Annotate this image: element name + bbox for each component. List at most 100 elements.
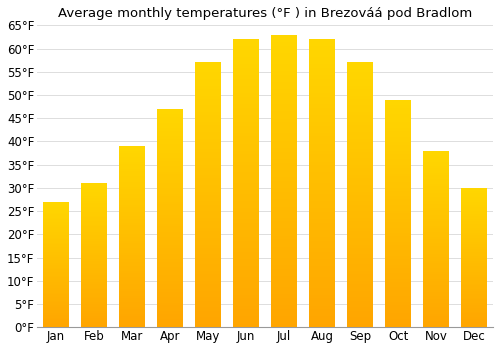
Bar: [423, 234, 450, 237]
Bar: [195, 317, 222, 321]
Bar: [81, 217, 108, 219]
Bar: [385, 285, 411, 287]
Bar: [233, 90, 260, 93]
Bar: [157, 286, 184, 289]
Bar: [461, 313, 487, 315]
Bar: [271, 90, 297, 93]
Bar: [385, 208, 411, 211]
Bar: [461, 287, 487, 289]
Bar: [385, 316, 411, 319]
Bar: [157, 218, 184, 221]
Bar: [233, 47, 260, 50]
Bar: [233, 144, 260, 147]
Bar: [195, 132, 222, 135]
Bar: [119, 173, 146, 175]
Bar: [81, 313, 108, 315]
Bar: [195, 271, 222, 274]
Bar: [81, 225, 108, 226]
Bar: [423, 288, 450, 290]
Bar: [309, 93, 336, 97]
Bar: [157, 314, 184, 316]
Bar: [81, 275, 108, 277]
Bar: [385, 270, 411, 273]
Bar: [423, 292, 450, 294]
Bar: [157, 131, 184, 133]
Bar: [81, 185, 108, 187]
Bar: [347, 148, 374, 152]
Bar: [195, 62, 222, 66]
Bar: [157, 142, 184, 145]
Bar: [157, 292, 184, 294]
Bar: [233, 93, 260, 97]
Bar: [119, 207, 146, 210]
Bar: [461, 263, 487, 265]
Bar: [233, 79, 260, 83]
Bar: [233, 277, 260, 280]
Bar: [271, 203, 297, 206]
Bar: [233, 68, 260, 72]
Bar: [81, 187, 108, 189]
Bar: [43, 233, 70, 235]
Bar: [423, 208, 450, 210]
Bar: [423, 239, 450, 241]
Bar: [195, 208, 222, 211]
Bar: [81, 228, 108, 230]
Bar: [461, 195, 487, 197]
Bar: [385, 273, 411, 276]
Bar: [233, 291, 260, 295]
Bar: [309, 162, 336, 165]
Bar: [157, 248, 184, 251]
Bar: [43, 296, 70, 298]
Bar: [271, 214, 297, 217]
Bar: [195, 66, 222, 69]
Bar: [81, 286, 108, 288]
Bar: [423, 283, 450, 285]
Bar: [157, 109, 184, 112]
Bar: [309, 39, 336, 43]
Bar: [157, 186, 184, 188]
Bar: [157, 224, 184, 226]
Bar: [195, 109, 222, 112]
Bar: [119, 291, 146, 293]
Bar: [157, 125, 184, 128]
Bar: [119, 210, 146, 212]
Bar: [81, 324, 108, 326]
Bar: [81, 307, 108, 309]
Bar: [81, 199, 108, 201]
Bar: [423, 323, 450, 325]
Bar: [233, 169, 260, 173]
Bar: [119, 228, 146, 230]
Bar: [271, 272, 297, 276]
Bar: [157, 213, 184, 215]
Bar: [385, 302, 411, 304]
Bar: [43, 272, 70, 274]
Bar: [233, 201, 260, 205]
Bar: [119, 280, 146, 282]
Bar: [271, 174, 297, 177]
Bar: [347, 321, 374, 324]
Bar: [347, 112, 374, 116]
Bar: [81, 293, 108, 295]
Bar: [43, 244, 70, 246]
Bar: [423, 155, 450, 158]
Bar: [385, 267, 411, 270]
Bar: [195, 278, 222, 281]
Bar: [233, 230, 260, 234]
Bar: [43, 304, 70, 305]
Bar: [347, 205, 374, 208]
Bar: [157, 183, 184, 186]
Bar: [233, 154, 260, 158]
Bar: [233, 97, 260, 100]
Bar: [119, 271, 146, 273]
Bar: [461, 272, 487, 273]
Bar: [119, 248, 146, 250]
Bar: [309, 270, 336, 273]
Bar: [309, 43, 336, 47]
Bar: [233, 252, 260, 255]
Bar: [347, 278, 374, 281]
Bar: [385, 176, 411, 179]
Bar: [157, 163, 184, 166]
Bar: [423, 195, 450, 197]
Bar: [271, 258, 297, 261]
Bar: [43, 239, 70, 241]
